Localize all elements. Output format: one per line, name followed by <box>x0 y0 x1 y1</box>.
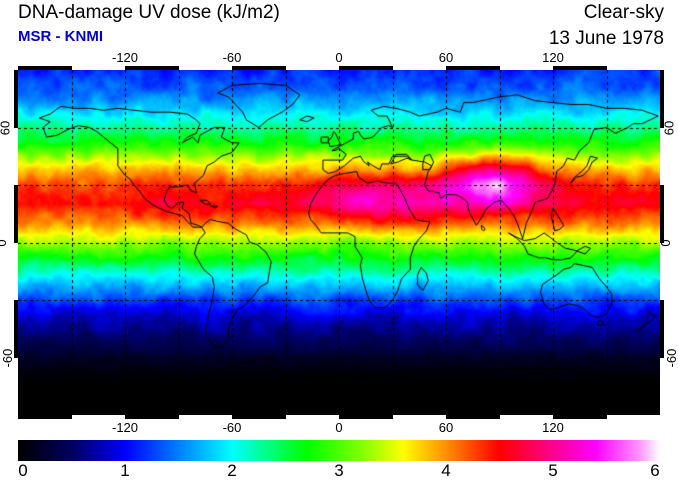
uv-heatmap-canvas <box>18 70 660 415</box>
chart-header: DNA-damage UV dose (kJ/m2) MSR - KNMI Cl… <box>0 0 678 56</box>
colorbar-tick-label: 0 <box>18 461 28 480</box>
uv-dose-map <box>18 70 660 415</box>
sky-condition-label: Clear-sky <box>583 2 664 23</box>
colorbar <box>18 440 660 461</box>
x-tick-label: -60 <box>222 420 242 435</box>
x-tick-label: 120 <box>542 420 564 435</box>
x-tick-label: 0 <box>335 50 343 65</box>
colorbar-gradient <box>18 440 660 461</box>
date-label: 13 June 1978 <box>548 28 664 49</box>
x-tick-label: 120 <box>542 50 564 65</box>
axis-frame-right <box>660 70 664 415</box>
x-tick-label: 0 <box>335 420 343 435</box>
x-tick-label: 60 <box>438 50 454 65</box>
x-tick-label: 60 <box>438 420 454 435</box>
colorbar-tick-label: 3 <box>334 461 344 480</box>
y-tick-label: -60 <box>663 348 678 367</box>
y-tick-label: -60 <box>0 348 15 367</box>
x-tick-label: -120 <box>111 420 139 435</box>
colorbar-tick-labels: 0 1 2 3 4 5 6 <box>18 461 660 480</box>
axis-frame-left <box>14 70 18 415</box>
colorbar-tick-label: 6 <box>650 461 660 480</box>
axis-frame-bottom <box>18 415 660 419</box>
colorbar-tick-label: 5 <box>548 461 558 480</box>
y-tick-label: 60 <box>0 120 13 135</box>
axis-frame-top <box>18 66 660 70</box>
y-tick-label: 0 <box>0 239 9 246</box>
colorbar-tick-label: 2 <box>227 461 237 480</box>
x-tick-label: -120 <box>111 50 139 65</box>
colorbar-tick-label: 4 <box>441 461 451 480</box>
colorbar-tick-label: 1 <box>120 461 130 480</box>
y-tick-label: 60 <box>661 120 677 135</box>
y-tick-label: 0 <box>658 238 674 247</box>
source-label: MSR - KNMI <box>18 28 103 45</box>
x-tick-label: -60 <box>222 50 242 65</box>
page-title: DNA-damage UV dose (kJ/m2) <box>18 2 280 23</box>
